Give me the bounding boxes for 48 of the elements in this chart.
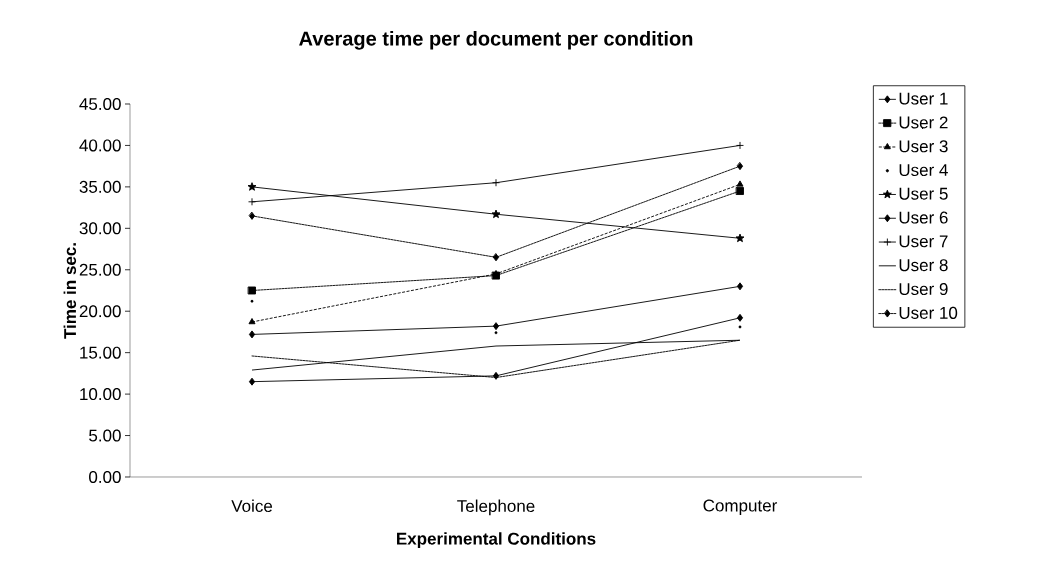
point (736, 187, 744, 195)
point (736, 282, 744, 291)
point (736, 313, 744, 322)
legend-label: User 3 (899, 140, 948, 153)
point (247, 182, 257, 191)
point (248, 318, 256, 325)
y-tick-label: 25.00 (79, 263, 121, 276)
y-tick-label: 15.00 (80, 346, 121, 359)
point (491, 209, 501, 219)
y-axis-title: Time in sec. (63, 243, 77, 339)
legend-label: User 6 (899, 211, 948, 224)
legend-label: User 4 (899, 164, 948, 177)
chart-title: Average time per document per condition (299, 30, 693, 50)
y-tick-label: 10.00 (80, 388, 121, 401)
point (248, 197, 256, 206)
x-tick-label: Computer (703, 499, 778, 515)
y-tick-label: 40.00 (79, 139, 121, 152)
y-tick-label: 30.00 (79, 222, 121, 235)
point (248, 211, 256, 220)
y-tick-label: 0.00 (89, 470, 121, 484)
y-tick-label: 20.00 (79, 305, 121, 318)
legend-label: User 9 (899, 283, 948, 296)
point (736, 141, 744, 150)
legend-label: User 1 (899, 92, 948, 105)
point (492, 322, 500, 331)
point (492, 178, 500, 187)
point (738, 325, 742, 329)
y-tick-label: 35.00 (79, 180, 121, 193)
y-tick-label: 5.00 (89, 429, 121, 442)
legend-label: User 8 (899, 259, 948, 272)
x-tick-label: Telephone (457, 499, 535, 516)
point (250, 299, 254, 303)
legend-label: User 5 (899, 187, 948, 200)
legend-label: User 10 (899, 306, 958, 319)
point (492, 371, 500, 380)
x-tick-label: Voice (231, 499, 273, 513)
point (736, 180, 744, 187)
point (248, 330, 256, 339)
point (492, 253, 500, 262)
point (248, 377, 256, 386)
x-axis-title: Experimental Conditions (397, 532, 596, 549)
point (735, 233, 745, 243)
point (736, 162, 744, 171)
point (248, 286, 256, 295)
point (494, 331, 498, 335)
legend-label: User 7 (899, 235, 948, 248)
legend-label: User 2 (899, 116, 948, 129)
y-tick-label: 45.00 (79, 97, 121, 111)
